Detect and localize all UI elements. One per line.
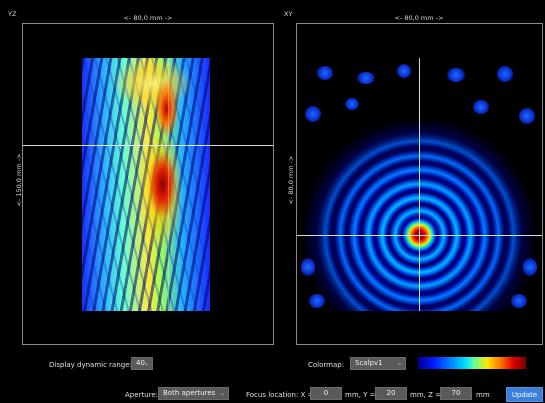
aperture-select[interactable]: Both apertures ⌄	[158, 387, 229, 400]
side-lobe	[519, 108, 535, 124]
yz-crosshair-horizontal[interactable]	[23, 145, 273, 146]
side-lobe	[357, 72, 375, 84]
side-lobe	[523, 258, 537, 276]
yz-width-dimension: <- 80,0 mm ->	[123, 14, 173, 22]
side-lobe	[309, 294, 325, 308]
aperture-value: Both apertures	[163, 389, 216, 397]
side-lobe	[397, 64, 411, 78]
update-button[interactable]: Update	[506, 387, 543, 402]
yz-plot-frame	[22, 23, 274, 345]
chevron-down-icon: ⌄	[143, 360, 149, 367]
focus-x-input[interactable]: 0	[310, 387, 342, 400]
side-lobe	[511, 294, 527, 308]
colormap-preview-bar	[418, 357, 526, 369]
xy-height-dimension: <- 80,0 mm ->	[287, 155, 295, 205]
xy-crosshair-vertical[interactable]	[419, 58, 420, 311]
focus-location-label: Focus location: X =	[246, 391, 314, 399]
colormap-value: Scalpv1	[355, 359, 383, 367]
focus-y-input[interactable]: 20	[375, 387, 407, 400]
side-lobe	[473, 100, 489, 114]
aperture-label: Aperture:	[125, 391, 158, 399]
focus-y-label: mm, Y =	[345, 391, 376, 399]
dynamic-range-select[interactable]: 40 ⌄	[131, 357, 153, 370]
dynamic-range-value: 40	[136, 359, 145, 367]
side-lobe	[447, 68, 465, 82]
focus-unit-label: mm	[476, 391, 490, 399]
xy-width-dimension: <- 80,0 mm ->	[394, 14, 444, 22]
chevron-down-icon: ⌄	[219, 390, 225, 397]
colormap-label: Colormap:	[308, 361, 345, 369]
yz-crosshair-vertical[interactable]	[168, 58, 169, 311]
dynamic-range-label: Display dynamic range:	[49, 361, 132, 369]
focus-z-input[interactable]: 70	[440, 387, 472, 400]
side-lobe	[317, 66, 333, 80]
chevron-down-icon: ⌄	[396, 360, 402, 367]
side-lobe	[497, 66, 513, 82]
xy-plot-frame	[296, 23, 543, 345]
xy-panel-label: XY	[284, 10, 293, 18]
side-lobe	[301, 258, 315, 276]
colormap-select[interactable]: Scalpv1 ⌄	[350, 357, 406, 370]
focus-z-label: mm, Z =	[410, 391, 441, 399]
side-lobe	[305, 106, 321, 122]
side-lobe	[345, 98, 359, 110]
yz-panel-label: YZ	[8, 10, 17, 18]
yz-field-plot[interactable]	[82, 58, 210, 311]
